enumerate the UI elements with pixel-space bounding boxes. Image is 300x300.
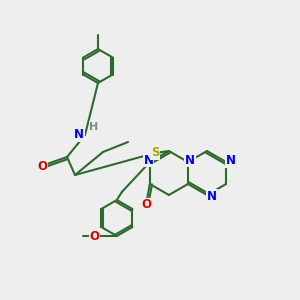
Text: N: N [226, 154, 236, 167]
Text: O: O [142, 199, 152, 212]
Text: N: N [74, 128, 84, 142]
Text: N: N [207, 190, 217, 202]
Text: S: S [151, 146, 159, 160]
Text: N: N [185, 154, 195, 166]
Text: O: O [90, 230, 100, 242]
Text: N: N [144, 154, 154, 166]
Text: S: S [151, 146, 159, 160]
Text: O: O [37, 160, 47, 173]
Text: H: H [89, 122, 99, 132]
